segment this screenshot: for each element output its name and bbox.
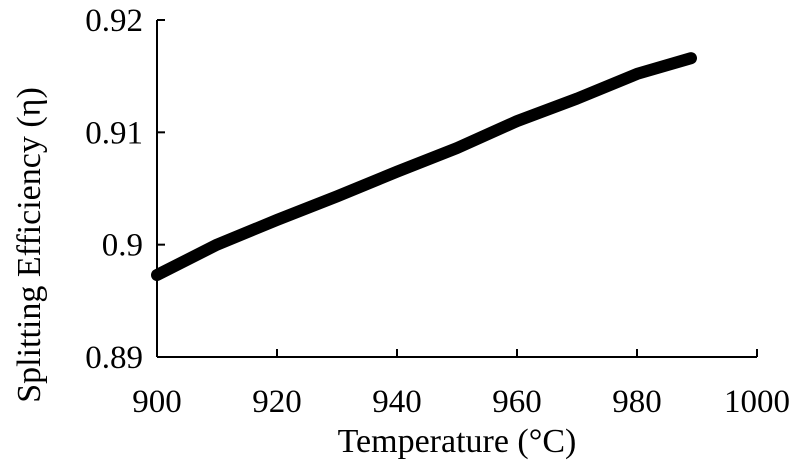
x-tick-label: 940 — [372, 384, 422, 420]
axes — [156, 20, 757, 358]
x-ticks: 900 920 940 960 980 1000 — [132, 349, 790, 420]
y-axis-title: Splitting Efficiency (η) — [11, 87, 48, 403]
x-tick-label: 900 — [132, 384, 182, 420]
y-ticks: 0.89 0.9 0.91 0.92 — [85, 3, 165, 376]
series-line — [151, 52, 697, 281]
x-tick-label: 1000 — [724, 384, 790, 420]
y-tick-label: 0.9 — [102, 228, 143, 264]
x-tick-label: 980 — [612, 384, 662, 420]
y-tick-label: 0.92 — [85, 3, 143, 39]
plot-area — [151, 52, 697, 281]
y-tick-label: 0.91 — [85, 115, 143, 151]
x-tick-label: 920 — [252, 384, 302, 420]
x-axis-title: Temperature (°C) — [338, 423, 577, 460]
x-tick-label: 960 — [492, 384, 542, 420]
y-tick-label: 0.89 — [85, 340, 143, 376]
